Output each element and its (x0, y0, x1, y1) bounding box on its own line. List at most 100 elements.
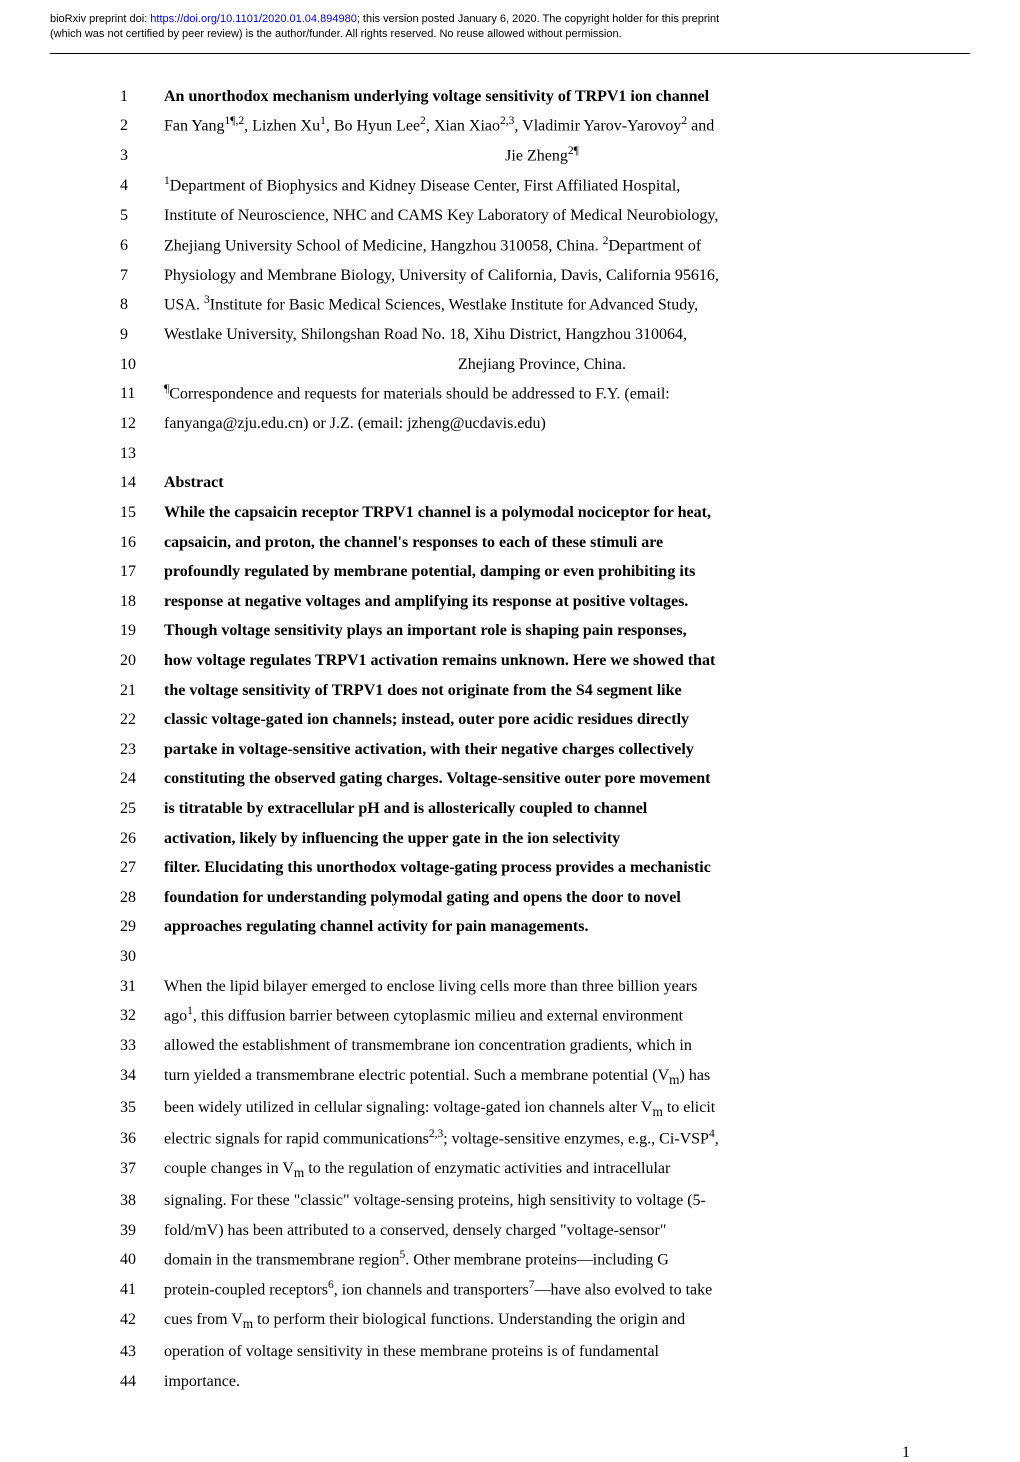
manuscript-line: 7Physiology and Membrane Biology, Univer… (120, 261, 920, 291)
correspondence-text: ¶Correspondence and requests for materia… (164, 379, 920, 409)
line-number: 25 (120, 794, 164, 824)
manuscript-line: 23partake in voltage-sensitive activatio… (120, 735, 920, 765)
manuscript-line: 6Zhejiang University School of Medicine,… (120, 231, 920, 261)
affiliation-text: 1Department of Biophysics and Kidney Dis… (164, 171, 920, 201)
body-text: allowed the establishment of transmembra… (164, 1031, 920, 1061)
manuscript-line: 40domain in the transmembrane region5. O… (120, 1245, 920, 1275)
line-number: 33 (120, 1031, 164, 1061)
line-number: 43 (120, 1337, 164, 1367)
header-prefix: bioRxiv preprint doi: (50, 13, 150, 25)
body-text: turn yielded a transmembrane electric po… (164, 1061, 920, 1093)
manuscript-line: 16capsaicin, and proton, the channel's r… (120, 528, 920, 558)
manuscript-line: 18response at negative voltages and ampl… (120, 587, 920, 617)
manuscript-line: 11¶Correspondence and requests for mater… (120, 379, 920, 409)
line-number: 20 (120, 646, 164, 676)
line-number: 7 (120, 261, 164, 291)
manuscript-line: 21the voltage sensitivity of TRPV1 does … (120, 676, 920, 706)
manuscript-line: 34turn yielded a transmembrane electric … (120, 1061, 920, 1093)
line-number: 23 (120, 735, 164, 765)
abstract-text: approaches regulating channel activity f… (164, 912, 920, 942)
manuscript-line: 44importance. (120, 1367, 920, 1397)
line-number: 22 (120, 705, 164, 735)
body-text: ago1, this diffusion barrier between cyt… (164, 1001, 920, 1031)
manuscript-line: 41Department of Biophysics and Kidney Di… (120, 171, 920, 201)
manuscript-line: 42cues from Vm to perform their biologic… (120, 1305, 920, 1337)
manuscript-line: 32ago1, this diffusion barrier between c… (120, 1001, 920, 1031)
line-number: 21 (120, 676, 164, 706)
manuscript-line: 14Abstract (120, 468, 920, 498)
manuscript-line: 38signaling. For these "classic" voltage… (120, 1186, 920, 1216)
abstract-text: profoundly regulated by membrane potenti… (164, 557, 920, 587)
manuscript-line: 43operation of voltage sensitivity in th… (120, 1337, 920, 1367)
line-number: 4 (120, 171, 164, 201)
line-number: 35 (120, 1093, 164, 1123)
line-number: 27 (120, 853, 164, 883)
manuscript-line: 31When the lipid bilayer emerged to encl… (120, 972, 920, 1002)
manuscript-line: 28foundation for understanding polymodal… (120, 883, 920, 913)
body-text: protein-coupled receptors6, ion channels… (164, 1275, 920, 1305)
line-number: 24 (120, 764, 164, 794)
abstract-text: the voltage sensitivity of TRPV1 does no… (164, 676, 920, 706)
line-number: 42 (120, 1305, 164, 1335)
abstract-text: response at negative voltages and amplif… (164, 587, 920, 617)
affiliation-text: Zhejiang University School of Medicine, … (164, 231, 920, 261)
body-text: cues from Vm to perform their biological… (164, 1305, 920, 1337)
line-number: 32 (120, 1001, 164, 1031)
line-number: 37 (120, 1154, 164, 1184)
line-number: 39 (120, 1216, 164, 1246)
line-number: 2 (120, 111, 164, 141)
header-line-1: bioRxiv preprint doi: https://doi.org/10… (50, 12, 970, 27)
manuscript-line: 24constituting the observed gating charg… (120, 764, 920, 794)
manuscript-line: 10Zhejiang Province, China. (120, 350, 920, 380)
line-number: 18 (120, 587, 164, 617)
header-suffix: ; this version posted January 6, 2020. T… (357, 13, 719, 25)
manuscript-line: 13 (120, 439, 920, 469)
abstract-heading: Abstract (164, 468, 920, 498)
manuscript-line: 37couple changes in Vm to the regulation… (120, 1154, 920, 1186)
line-number: 40 (120, 1245, 164, 1275)
line-number: 17 (120, 557, 164, 587)
doi-link[interactable]: https://doi.org/10.1101/2020.01.04.89498… (150, 13, 357, 25)
manuscript-line: 15While the capsaicin receptor TRPV1 cha… (120, 498, 920, 528)
abstract-text: activation, likely by influencing the up… (164, 824, 920, 854)
manuscript-line: 33allowed the establishment of transmemb… (120, 1031, 920, 1061)
header-line-2: (which was not certified by peer review)… (50, 27, 970, 42)
line-number: 5 (120, 201, 164, 231)
line-number: 6 (120, 231, 164, 261)
abstract-text: Though voltage sensitivity plays an impo… (164, 616, 920, 646)
manuscript-line: 9Westlake University, Shilongshan Road N… (120, 320, 920, 350)
affiliation-text: Zhejiang Province, China. (164, 350, 920, 380)
manuscript-line: 35been widely utilized in cellular signa… (120, 1093, 920, 1125)
abstract-text: partake in voltage-sensitive activation,… (164, 735, 920, 765)
abstract-text: While the capsaicin receptor TRPV1 chann… (164, 498, 920, 528)
authors-text: Fan Yang1¶,2, Lizhen Xu1, Bo Hyun Lee2, … (164, 111, 920, 141)
line-number: 8 (120, 290, 164, 320)
line-number: 19 (120, 616, 164, 646)
line-number: 26 (120, 824, 164, 854)
manuscript-line: 8USA. 3Institute for Basic Medical Scien… (120, 290, 920, 320)
abstract-text: is titratable by extracellular pH and is… (164, 794, 920, 824)
manuscript-line: 1An unorthodox mechanism underlying volt… (120, 82, 920, 112)
page-number: 1 (0, 1436, 1020, 1462)
manuscript-line: 29approaches regulating channel activity… (120, 912, 920, 942)
line-number: 29 (120, 912, 164, 942)
affiliation-text: USA. 3Institute for Basic Medical Scienc… (164, 290, 920, 320)
authors-text: Jie Zheng2¶ (164, 141, 920, 171)
body-text: signaling. For these "classic" voltage-s… (164, 1186, 920, 1216)
abstract-text: constituting the observed gating charges… (164, 764, 920, 794)
line-number: 41 (120, 1275, 164, 1305)
manuscript-line: 12fanyanga@zju.edu.cn) or J.Z. (email: j… (120, 409, 920, 439)
manuscript-line: 17profoundly regulated by membrane poten… (120, 557, 920, 587)
body-text: When the lipid bilayer emerged to enclos… (164, 972, 920, 1002)
body-text: electric signals for rapid communication… (164, 1124, 920, 1154)
manuscript-line: 36electric signals for rapid communicati… (120, 1124, 920, 1154)
manuscript-line: 22classic voltage-gated ion channels; in… (120, 705, 920, 735)
manuscript-line: 5Institute of Neuroscience, NHC and CAMS… (120, 201, 920, 231)
body-text: domain in the transmembrane region5. Oth… (164, 1245, 920, 1275)
line-number: 38 (120, 1186, 164, 1216)
manuscript-line: 3Jie Zheng2¶ (120, 141, 920, 171)
body-text: fold/mV) has been attributed to a conser… (164, 1216, 920, 1246)
body-text: operation of voltage sensitivity in thes… (164, 1337, 920, 1367)
affiliation-text: Physiology and Membrane Biology, Univers… (164, 261, 920, 291)
manuscript-body: 1An unorthodox mechanism underlying volt… (0, 54, 1020, 1436)
